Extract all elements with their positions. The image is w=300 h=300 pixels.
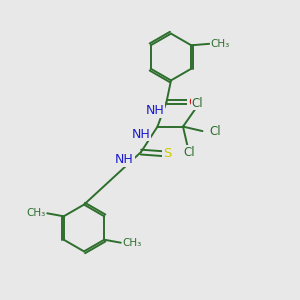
Text: O: O (188, 95, 199, 109)
Text: CH₃: CH₃ (26, 208, 46, 218)
Text: Cl: Cl (183, 146, 195, 159)
Text: Cl: Cl (209, 124, 221, 138)
Text: Cl: Cl (191, 97, 203, 110)
Text: S: S (163, 147, 172, 160)
Text: CH₃: CH₃ (122, 238, 142, 248)
Text: NH: NH (115, 153, 134, 166)
Text: CH₃: CH₃ (211, 39, 230, 49)
Text: NH: NH (146, 104, 164, 117)
Text: NH: NH (132, 128, 150, 141)
